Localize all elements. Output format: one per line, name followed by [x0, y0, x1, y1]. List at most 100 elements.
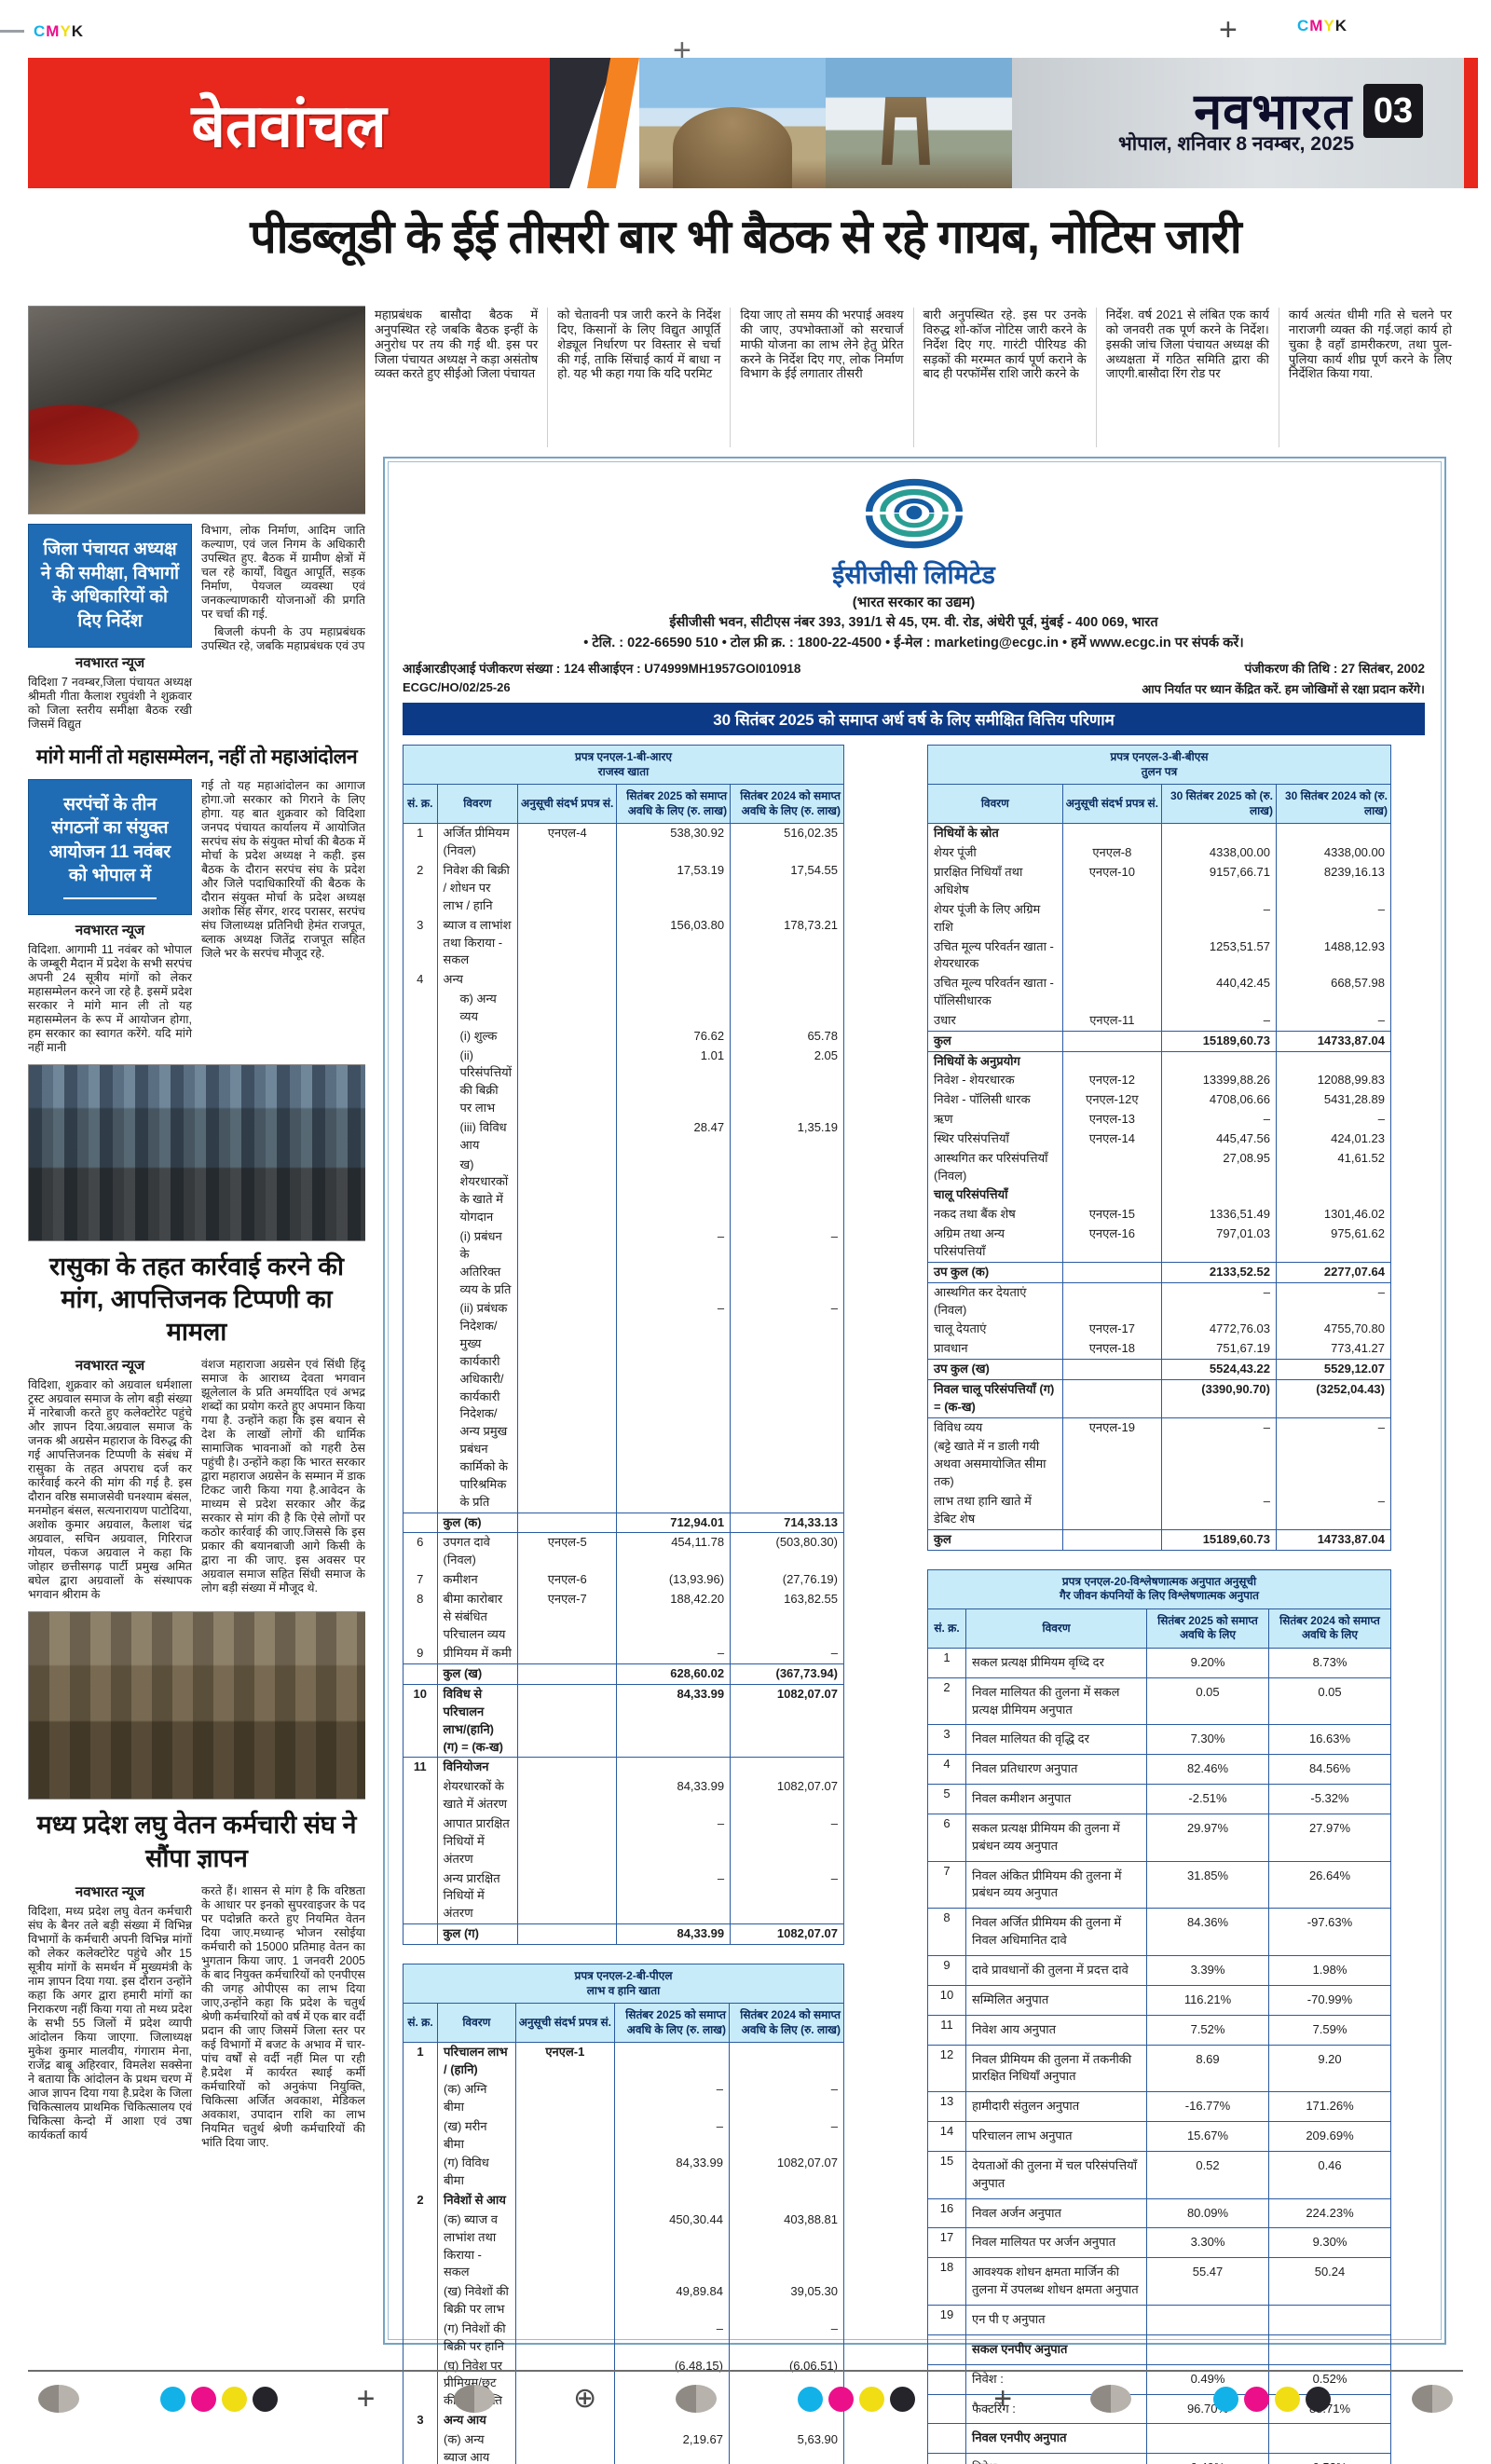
table-row: 5 निवल कमीशन अनुपात -2.51% -5.32%	[927, 1784, 1391, 1814]
column-header: सितंबर 2024 को समाप्त अवधि के लिए (रु. ल…	[729, 2003, 844, 2044]
article-text: विदिशा 7 नवम्बर,जिला पंचायत अध्यक्ष श्री…	[28, 675, 192, 731]
table-subtitle: राजस्व खाता	[597, 764, 650, 778]
table-row: (ii) प्रबंधक निदेशक/मुख्य कार्यकारी अधिक…	[404, 1299, 844, 1513]
table-row: उप कुल (क) 2133,52.52 2277,07.64	[927, 1261, 1391, 1283]
registration-crosshair-icon: +	[356, 2381, 376, 2416]
column-header: 30 सितंबर 2024 को (रु. लाख)	[1276, 784, 1391, 825]
table-row: 13 हामीदारी संतुलन अनुपात -16.77% 171.26%	[927, 2091, 1391, 2123]
cmyk-dots	[157, 2386, 280, 2412]
table-row: 11 निवेश आय अनुपात 7.52% 7.59%	[927, 2014, 1391, 2046]
table-row: 8 निवल अर्जित प्रीमियम की तुलना में निवल …	[927, 1908, 1391, 1957]
table-row: चालू देयताएं एनएल-17 4772,76.03 4755,70.80	[928, 1320, 1391, 1340]
table-row: 4 अन्य	[404, 970, 844, 991]
lead-col-3: दिया जाए तो समय की भरपाई अवश्य की जाए, उ…	[731, 308, 914, 447]
cmyk-mark-top-right: CMYK	[1297, 17, 1348, 34]
table-row: नकद तथा बैंक शेष एनएल-15 1336,51.49 1301,46…	[928, 1205, 1391, 1225]
table-row: 10 सम्मिलित अनुपात 116.21% -70.99%	[927, 1984, 1391, 2016]
table-row: निधियों के अनुप्रयोग	[928, 1051, 1391, 1072]
company-address: ईसीजीसी भवन, सीटीएस नंबर 393, 391/1 से 4…	[669, 615, 1158, 631]
table-row: 3 निवल मालियत की वृद्धि दर 7.30% 16.63%	[927, 1724, 1391, 1756]
table-row: 11 विनियोजन	[404, 1757, 844, 1778]
photo-bike-rally	[28, 1064, 365, 1242]
registration-dash	[0, 30, 24, 33]
table-row: 7 कमीशन एनएल-6 (13,93.96) (27,76.19)	[404, 1570, 844, 1590]
table-row: (बट्टे खाते में न डाली गयी अथवा असमायोजि…	[928, 1437, 1391, 1492]
column-header: सितंबर 2025 को समाप्त अवधि के लिए	[1146, 1608, 1269, 1649]
region-title: बेतवांचल	[191, 91, 387, 159]
headline-karamchari: मध्य प्रदेश लघु वेतन कर्मचारी संघ ने सौं…	[36, 1811, 357, 1872]
byline: नवभारत न्यूज	[75, 923, 145, 939]
column-header: विवरण	[437, 2003, 516, 2044]
column-header: अनुसूची संदर्भ प्रपत्र सं.	[514, 2003, 616, 2044]
table-row: प्रारक्षित निधियाँ तथा अधिशेष एनएल-10 9157…	[928, 863, 1391, 900]
registration-dot-gray	[38, 2385, 79, 2413]
banner-chevrons	[550, 58, 639, 188]
table-row: 1 अर्जित प्रीमियम (निवल) एनएल-4 538,30.92 51…	[404, 823, 844, 862]
article-sarpanch: सरपंचों के तीन संगठनों का संयुक्त आयोजन …	[28, 778, 365, 1056]
lead-col-2: को चेतावनी पत्र जारी करने के निर्देश दिए…	[548, 308, 732, 447]
table-row: क) अन्य व्यय	[404, 990, 844, 1027]
kicker-text: सरपंचों के तीन संगठनों का संयुक्त आयोजन …	[48, 794, 171, 886]
paper-name: नवभारत	[1194, 84, 1352, 140]
ad-left-column: प्रपत्र एनएल-1-बी-आरए राजस्व खाता सं. क्…	[403, 745, 844, 2464]
table-row: 19 एन पी ए अनुपात	[927, 2304, 1391, 2335]
table-row: (ख) निवेशों की बिक्री पर लाभ 49,89.84 39,0…	[404, 2282, 844, 2320]
photo-review-meeting	[28, 306, 365, 514]
region-banner: बेतवांचल	[28, 58, 550, 188]
table-row: 6 सकल प्रत्यक्ष प्रीमियम की तुलना में प्र…	[927, 1813, 1391, 1862]
table-row: 1 सकल प्रत्यक्ष प्रीमियम वृध्दि दर 9.20% 8.…	[927, 1647, 1391, 1678]
table-row: सकल एनपीए अनुपात	[927, 2334, 1391, 2365]
masthead-photo-stupa	[639, 58, 826, 188]
ecgc-logo	[865, 478, 963, 549]
article-text: गई तो यह महाआंदोलन का आगाज होगा.जो सरकार…	[201, 778, 365, 960]
column-header: विवरण	[436, 784, 519, 825]
lead-col-1: महाप्रबंधक बासौदा बैठक में अनुपस्थित रहे…	[365, 308, 549, 447]
article-text: बिजली कंपनी के उप महाप्रबंधक उपस्थित रहे…	[201, 625, 365, 652]
table-title: प्रपत्र एनएल-3-बी-बीएस	[1110, 750, 1209, 764]
table-row: 17 निवल मालियत पर अर्जन अनुपात 3.30% 9.30%	[927, 2227, 1391, 2259]
reference-number: ECGC/HO/02/25-26	[403, 680, 511, 695]
table-row: (i) प्रबंधन के अतिरिक्त व्यय के प्रति – –	[404, 1227, 844, 1300]
table-row: प्रावधान एनएल-18 751,67.19 773,41.27	[928, 1339, 1391, 1360]
company-subtitle: (भारत सरकार का उद्यम)	[852, 594, 976, 610]
table-row: आपात प्रारक्षित निधियों में अंतरण – –	[404, 1814, 844, 1869]
table-row: (iii) विविध आय 28.47 1,35.19	[404, 1117, 844, 1156]
table-row: 9 दावे प्रावधानों की तुलना में प्रदत्त दा…	[927, 1955, 1391, 1986]
company-name: ईसीजीसी लिमिटेड	[832, 560, 995, 589]
ecgc-financial-results-ad: ईसीजीसी लिमिटेड (भारत सरकार का उद्यम) ईस…	[383, 457, 1446, 2464]
cmyk-dots	[795, 2386, 918, 2412]
table-row: (ग) विविध बीमा 84,33.99 1082,07.07	[404, 2154, 844, 2192]
table-row: निवेश - शेयरधारक एनएल-12 13399,88.26 12088,…	[928, 1071, 1391, 1091]
revenue-account-table: प्रपत्र एनएल-1-बी-आरए राजस्व खाता सं. क्…	[403, 745, 844, 1945]
lead-article: महाप्रबंधक बासौदा बैठक में अनुपस्थित रहे…	[365, 308, 1461, 447]
table-row: शेयरधारकों के खाते में अंतरण 84,33.99 1082…	[404, 1777, 844, 1815]
article-text: वंशज महाराजा अग्रसेन एवं सिंधी हिंदू समा…	[201, 1358, 365, 1595]
registration-target-icon: ⊕	[573, 2383, 597, 2414]
table-row: 4 निवल प्रतिधारण अनुपात 82.46% 84.56%	[927, 1754, 1391, 1786]
lead-col-5: निर्देश. वर्ष 2021 से लंबित एक कार्य को …	[1097, 308, 1279, 447]
column-header: सितंबर 2024 को समाप्त अवधि के लिए	[1268, 1608, 1391, 1649]
lead-col-4: बारी अनुपस्थित रहे. इस पर उनके विरुद्ध श…	[914, 308, 1097, 447]
registration-crosshair-icon: +	[993, 2381, 1013, 2416]
cmyk-mark-top-left: CMYK	[34, 22, 85, 40]
column-header: सितंबर 2025 को समाप्त अवधि के लिए (रु. ल…	[614, 2003, 730, 2044]
table-row: 3 ब्याज व लाभांश तथा किराया - सकल 156,03.8…	[404, 915, 844, 971]
article-text: विदिशा. आगामी 11 नवंबर को भोपाल के जम्बू…	[28, 943, 192, 1055]
table-row: कुल 15189,60.73 14733,87.04	[927, 1528, 1391, 1551]
table-row: निवल चालू परिसंपत्तियाँ (ग) = (क-ख) (3390…	[927, 1378, 1391, 1418]
column-header: विवरण	[927, 784, 1063, 825]
table-row: कुल (ग) 84,33.99 1082,07.07	[403, 1923, 844, 1945]
table-row: विविध व्यय एनएल-19– –	[928, 1417, 1391, 1438]
table-row: 2 निवेश की बिक्री / शोधन पर लाभ / हानि 17,…	[404, 861, 844, 916]
table-row: कुल (क) 712,94.01 714,33.13	[403, 1512, 844, 1534]
table-row: (क) अन्य ब्याज आय 2,19.67 5,63.90	[404, 2430, 844, 2464]
ad-right-column: प्रपत्र एनएल-3-बी-बीएस तुलन पत्र विवरण अ…	[927, 745, 1391, 2464]
table-row: (क) ब्याज व लाभांश तथा किराया - सकल 450,3…	[404, 2210, 844, 2283]
photo-memorandum-group	[28, 1611, 365, 1800]
table-row: ऋण एनएल-13– –	[928, 1110, 1391, 1129]
table-row: निवल एनपीए अनुपात	[927, 2423, 1391, 2455]
table-title: प्रपत्र एनएल-2-बी-पीएल	[574, 1968, 673, 1982]
table-row: उचित मूल्य परिवर्तन खाता - शेयरधारक 1253,…	[928, 937, 1391, 975]
column-header: सितंबर 2024 को समाप्त अवधि के लिए (रु. ल…	[730, 784, 844, 825]
table-row: 15 देयताओं की तुलना में चल परिसंपत्तियाँ …	[927, 2150, 1391, 2199]
